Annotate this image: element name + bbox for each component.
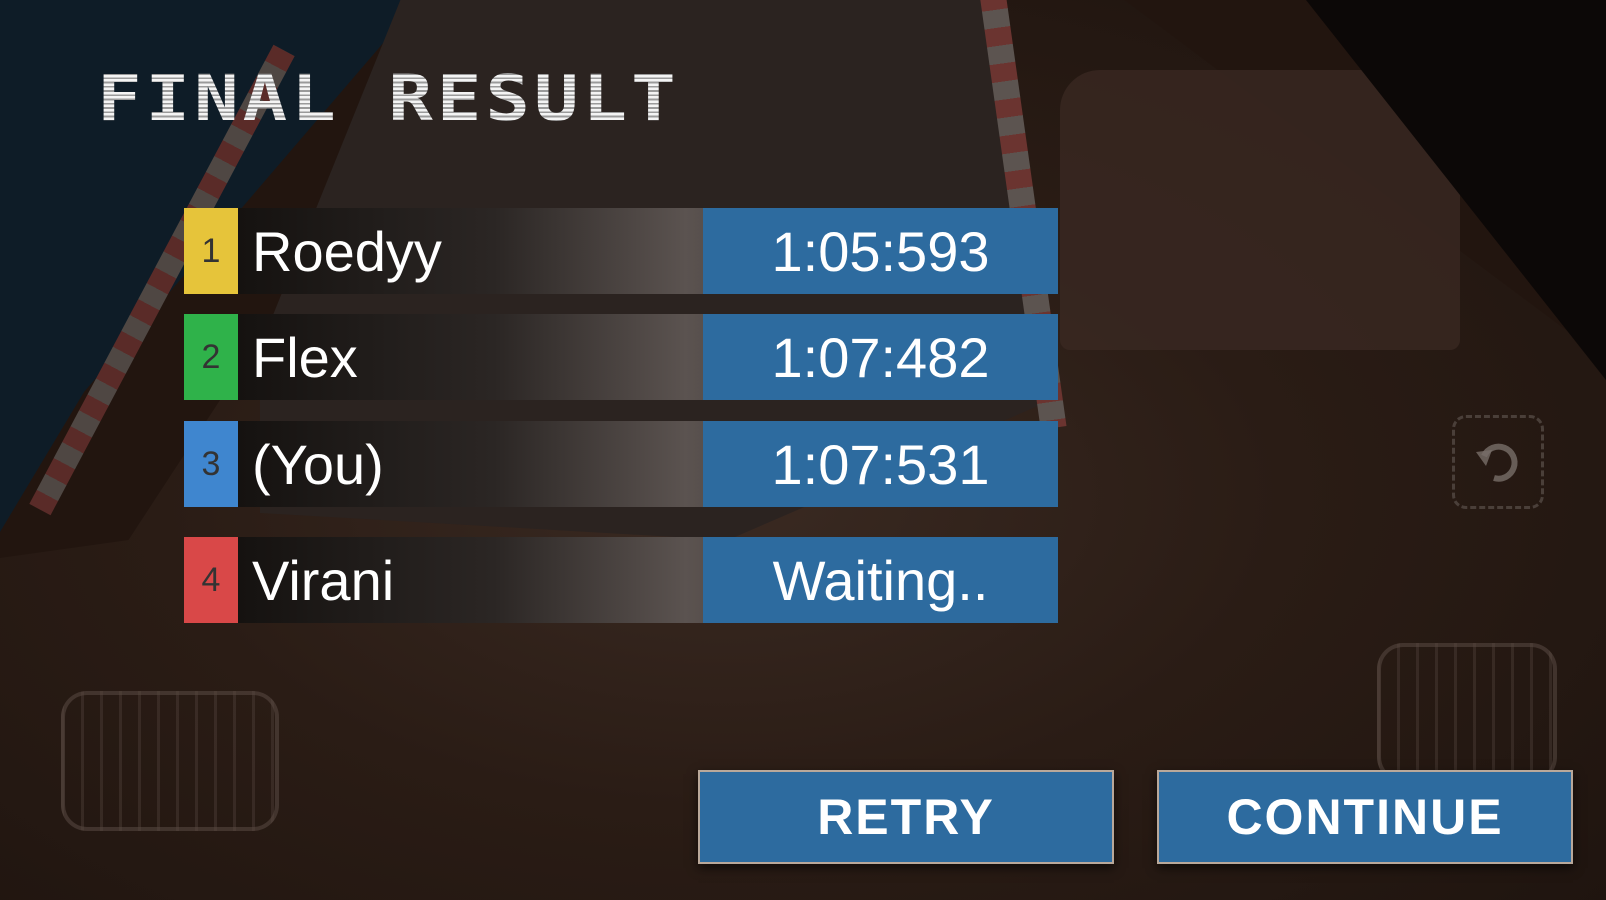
brake-pedal-icon[interactable] [61,691,279,831]
race-time: 1:07:531 [703,421,1058,507]
racer-name: Roedyy [252,219,442,283]
result-row: 3 (You) 1:07:531 [184,421,1058,507]
race-time: Waiting.. [703,537,1058,623]
position-badge: 1 [184,208,238,294]
racer-name: Flex [252,325,358,389]
final-result-title: FINAL RESULT [97,62,680,136]
race-time: 1:05:593 [703,208,1058,294]
result-row: 4 Virani Waiting.. [184,537,1058,623]
gas-pedal-icon[interactable] [1377,643,1557,783]
position-badge: 4 [184,537,238,623]
result-row: 1 Roedyy 1:05:593 [184,208,1058,294]
continue-button[interactable]: CONTINUE [1157,770,1573,864]
position-badge: 3 [184,421,238,507]
result-row: 2 Flex 1:07:482 [184,314,1058,400]
position-badge: 2 [184,314,238,400]
race-time: 1:07:482 [703,314,1058,400]
reset-car-icon [1476,443,1518,482]
retry-button[interactable]: RETRY [698,770,1114,864]
racer-name: (You) [252,432,384,496]
reset-car-button[interactable] [1452,415,1544,509]
scenery-block [1060,70,1460,350]
racer-name: Virani [252,548,395,612]
